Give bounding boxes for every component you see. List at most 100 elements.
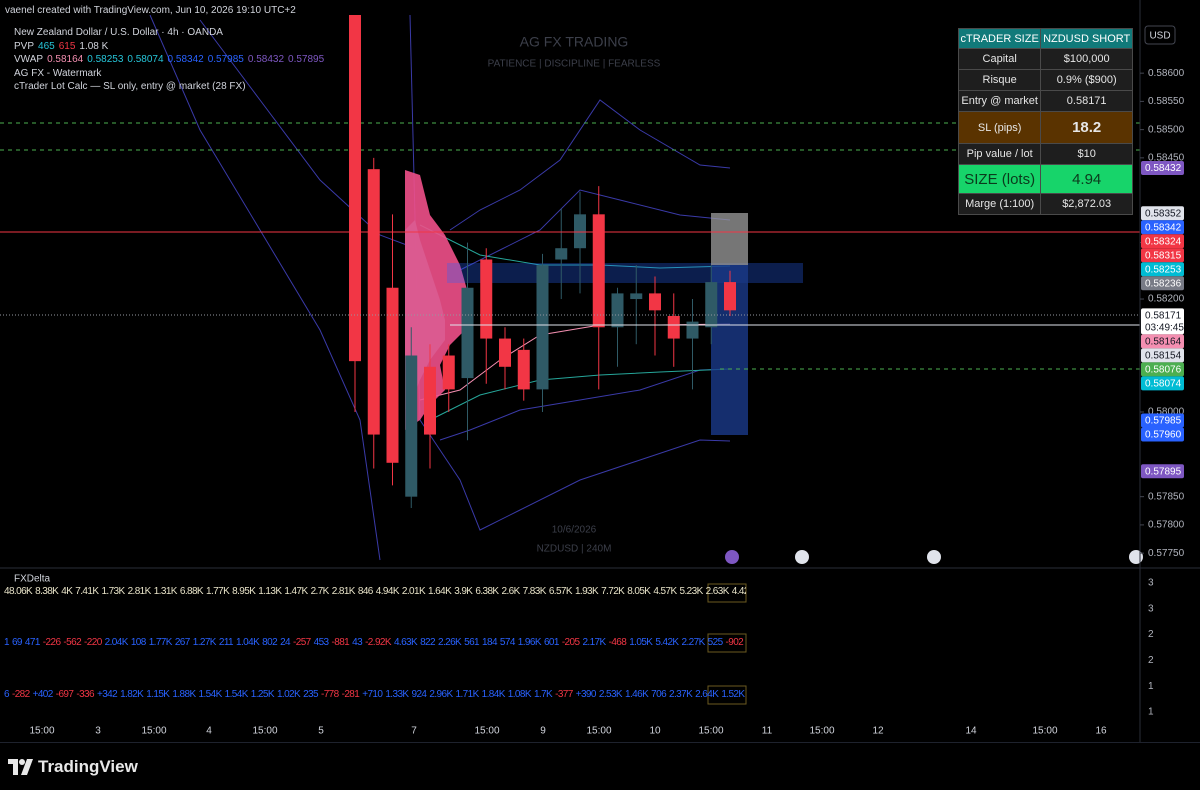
delta-value: 2.17K (582, 637, 606, 648)
highlight-zone (447, 263, 803, 283)
delta-value: 8.38K (35, 586, 59, 597)
x-tick-label: 12 (872, 726, 884, 737)
x-tick-label: 5 (318, 726, 324, 737)
row-value: 18.2 (1040, 111, 1133, 144)
candle-body (461, 287, 474, 379)
highlight-box (707, 583, 747, 603)
x-tick-label: 11 (762, 726, 773, 737)
delta-value: 211 (218, 637, 234, 648)
delta-value: 6 (4, 689, 10, 700)
vwap-line (429, 368, 731, 421)
delta-value: 1 (4, 637, 10, 648)
vwap-band (439, 368, 731, 441)
delta-value: 2.63K (705, 586, 730, 597)
delta-value: 8.05K (627, 586, 651, 597)
delta-value: -468 (608, 637, 627, 648)
delta-value: 5.23K (679, 586, 704, 597)
legend-value: 615 (58, 40, 76, 52)
row-label: Risque (957, 69, 1042, 91)
delta-value: 2.37K (669, 689, 693, 700)
indicator-name: PVP (14, 40, 35, 52)
price-badge (1141, 427, 1184, 442)
candle-body (442, 355, 455, 390)
delta-value: +710 (362, 689, 383, 700)
currency-button[interactable] (1144, 25, 1176, 45)
row-value: $10 (1040, 143, 1133, 165)
event-icon[interactable] (725, 550, 739, 564)
x-tick-label: 9 (540, 726, 546, 737)
candle-body (367, 169, 380, 435)
brand-logo (8, 759, 33, 775)
row-label: SIZE (lots) (957, 164, 1042, 194)
highlight-box (707, 633, 747, 653)
delta-value: 3.9K (454, 586, 473, 597)
stop-box (711, 213, 748, 265)
legend-value: 0.58074 (127, 54, 164, 66)
delta-value: 5.42K (655, 637, 679, 648)
indicator-name: cTrader Lot Calc — SL only, entry @ mark… (14, 81, 246, 93)
delta-value: 4.42K (731, 586, 746, 597)
delta-value: 1.52K (721, 689, 745, 700)
candle-body (480, 259, 493, 339)
delta-value: 846 (357, 586, 373, 597)
delta-value: 1.7K (533, 689, 553, 700)
delta-value: -902 (725, 637, 744, 648)
row-value: $2,872.03 (1040, 193, 1133, 215)
candle-body (611, 293, 624, 328)
delta-value: 4.94K (375, 586, 400, 597)
legend-value: 465 (38, 40, 55, 52)
candle-body (686, 321, 699, 339)
price-badge (1141, 376, 1184, 391)
event-icon[interactable] (1129, 550, 1143, 564)
table-header: cTRADER SIZE NZDUSD SHORT (957, 28, 1133, 49)
candle-body (555, 248, 568, 260)
delta-value: 1.13K (258, 586, 282, 597)
event-icon[interactable] (795, 550, 809, 564)
scale-label: 3 (1148, 603, 1154, 614)
delta-value: -336 (76, 689, 94, 700)
delta-value: 2.53K (598, 689, 623, 700)
x-tick-label: 10 (649, 726, 661, 737)
candle-body (517, 349, 530, 390)
symbol: New Zealand Dollar / U.S. Dollar · 4h · … (14, 27, 223, 38)
chart-canvas: AG FX TRADING PATIENCE | DISCIPLINE | FE… (0, 0, 1200, 742)
delta-value: 6.38K (475, 586, 499, 597)
delta-value: -778 (320, 689, 339, 700)
delta-value: 7.41K (75, 586, 99, 597)
delta-value: 1.02K (276, 689, 301, 700)
price-badge (1141, 334, 1184, 349)
event-icon[interactable] (927, 550, 941, 564)
x-tick-label: 15:00 (474, 726, 499, 737)
price-badge-label: 0.58236 (1145, 278, 1182, 289)
delta-value: 235 (303, 689, 318, 700)
price-badge-label: 0.58171 (1145, 311, 1182, 322)
delta-value: -205 (561, 637, 580, 648)
table-row: Marge (1:100) $2,872.03 (957, 193, 1133, 215)
price-badge (1141, 262, 1184, 277)
price-badge (1141, 413, 1184, 428)
delta-value: 1.46K (625, 689, 649, 700)
delta-value: 453 (313, 637, 329, 648)
candles (349, 15, 736, 508)
y-tick-label: 0.58600 (1148, 68, 1185, 79)
delta-value: 4.63K (393, 637, 418, 648)
delta-value: 561 (464, 637, 480, 648)
footer: TradingView (0, 742, 1200, 790)
delta-value: 2.26K (437, 637, 462, 648)
delta-value: 8.95K (232, 586, 256, 597)
delta-value: 1.64K (428, 586, 452, 597)
delta-value: 6.88K (179, 586, 204, 597)
delta-value: -2.92K (365, 637, 391, 648)
price-badge-label: 0.58253 (1145, 264, 1182, 275)
delta-value: -881 (331, 637, 350, 648)
overlays: AG FX TRADING PATIENCE | DISCIPLINE | FE… (0, 15, 1140, 561)
delta-value: 1.31K (153, 586, 178, 597)
table-row: Risque 0.9% ($900) (957, 69, 1133, 91)
price-badge-label: 0.57985 (1145, 416, 1182, 427)
brand-name: TradingView (38, 757, 138, 776)
vwap-line: VWAP 0.58164 0.58253 0.58074 0.58342 0.57985 0… (14, 53, 328, 67)
price-badge-label: 0.58315 (1145, 250, 1182, 261)
fxdelta-row: 1 69 471 -226 -562 -220 2.04K 108 1.77K 267 1.27K 2… (4, 637, 746, 648)
row-value: 0.9% ($900) (1040, 69, 1133, 91)
